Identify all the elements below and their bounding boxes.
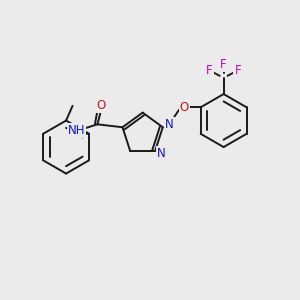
Text: N: N: [157, 147, 166, 160]
Text: O: O: [180, 101, 189, 114]
Text: N: N: [165, 118, 174, 131]
Text: F: F: [220, 58, 227, 71]
Text: F: F: [206, 64, 213, 77]
Text: F: F: [234, 64, 241, 77]
Text: NH: NH: [68, 124, 85, 137]
Text: O: O: [96, 99, 106, 112]
